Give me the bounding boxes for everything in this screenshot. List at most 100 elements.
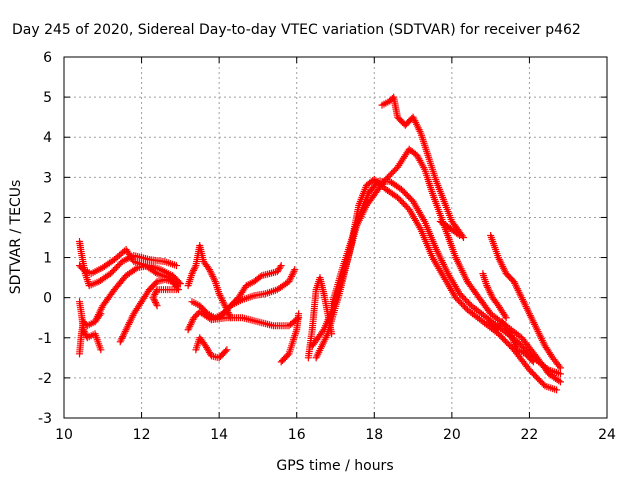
data-point: [483, 282, 491, 290]
data-point: [454, 230, 462, 238]
data-point: [277, 262, 285, 270]
data-point: [218, 297, 226, 305]
x-tick-label: 24: [598, 427, 616, 443]
data-point: [190, 265, 198, 273]
data-point: [150, 295, 158, 303]
x-tick-label: 20: [443, 427, 461, 443]
series-track-19: [487, 231, 564, 372]
data-point: [289, 269, 297, 277]
data-point: [505, 328, 513, 336]
data-point: [120, 331, 128, 339]
data-point: [501, 312, 509, 320]
x-tick-label: 10: [55, 427, 73, 443]
data-point: [487, 290, 495, 298]
series-track-07: [184, 242, 235, 322]
data-point: [188, 270, 196, 278]
data-point: [486, 289, 494, 297]
data-point: [288, 271, 296, 279]
data-point: [176, 280, 184, 288]
data-point: [152, 300, 160, 308]
data-point: [556, 378, 564, 386]
data-point: [151, 297, 159, 305]
data-point: [528, 357, 536, 365]
data-point: [459, 234, 467, 241]
data-point: [117, 336, 125, 344]
data-point: [190, 266, 198, 274]
y-axis-title: SDTVAR / TECUs: [8, 180, 24, 295]
data-point: [79, 326, 87, 334]
data-point: [119, 333, 127, 341]
data-point: [185, 324, 193, 332]
data-point: [485, 287, 493, 295]
data-point: [205, 266, 213, 274]
data-point: [529, 358, 537, 366]
y-tick-label: -1: [38, 331, 52, 347]
data-series: [76, 93, 564, 394]
series-track-18: [436, 217, 464, 239]
data-point: [556, 370, 564, 378]
y-tick-label: 4: [43, 130, 52, 146]
data-point: [172, 262, 180, 270]
data-point: [80, 327, 88, 335]
data-point: [186, 322, 194, 330]
data-point: [287, 274, 295, 282]
data-point: [132, 265, 140, 273]
series-track-15: [312, 175, 561, 394]
data-point: [210, 276, 218, 284]
data-point: [553, 386, 561, 394]
series-track-20: [485, 318, 537, 366]
series-track-02: [76, 298, 105, 354]
data-point: [219, 298, 227, 306]
data-point: [175, 278, 183, 286]
data-point: [556, 364, 564, 372]
data-point: [484, 285, 492, 293]
data-point: [295, 310, 303, 318]
data-point: [120, 329, 128, 337]
data-point: [220, 300, 228, 308]
data-point: [118, 334, 126, 342]
data-point: [206, 267, 214, 275]
data-point: [210, 274, 218, 282]
series-track-09: [184, 308, 303, 334]
data-point: [291, 266, 299, 274]
x-tick-label: 22: [521, 427, 539, 443]
data-point: [216, 291, 224, 299]
data-point: [223, 346, 231, 354]
data-point: [152, 298, 160, 306]
x-tick-label: 14: [210, 427, 228, 443]
plot-frame: [63, 56, 608, 419]
data-point: [555, 362, 563, 370]
series-track-17: [378, 93, 467, 241]
data-point: [456, 231, 464, 239]
chart-title: Day 245 of 2020, Sidereal Day-to-day VTE…: [12, 22, 581, 38]
data-point: [555, 377, 563, 385]
x-tick-label: 12: [133, 427, 151, 443]
series-track-05: [91, 262, 184, 326]
data-point: [191, 263, 199, 271]
data-point: [149, 294, 157, 302]
data-point: [217, 293, 225, 301]
data-point: [222, 347, 230, 355]
data-point: [81, 329, 89, 337]
data-point: [153, 286, 161, 294]
data-point: [116, 338, 124, 346]
data-point: [152, 287, 160, 295]
data-point: [121, 327, 129, 335]
data-point: [207, 269, 215, 277]
y-tick-label: -3: [38, 411, 52, 427]
y-tick-label: 5: [43, 90, 52, 106]
data-point: [152, 289, 160, 297]
y-tick-label: 2: [43, 210, 52, 226]
y-tick-label: 1: [43, 251, 52, 267]
data-point: [187, 319, 195, 327]
data-point: [208, 271, 216, 279]
x-tick-label: 16: [288, 427, 306, 443]
data-point: [189, 268, 197, 276]
series-track-11: [215, 266, 299, 322]
data-point: [173, 284, 181, 292]
data-point: [97, 346, 105, 354]
data-point: [516, 332, 524, 340]
data-point: [151, 290, 159, 298]
